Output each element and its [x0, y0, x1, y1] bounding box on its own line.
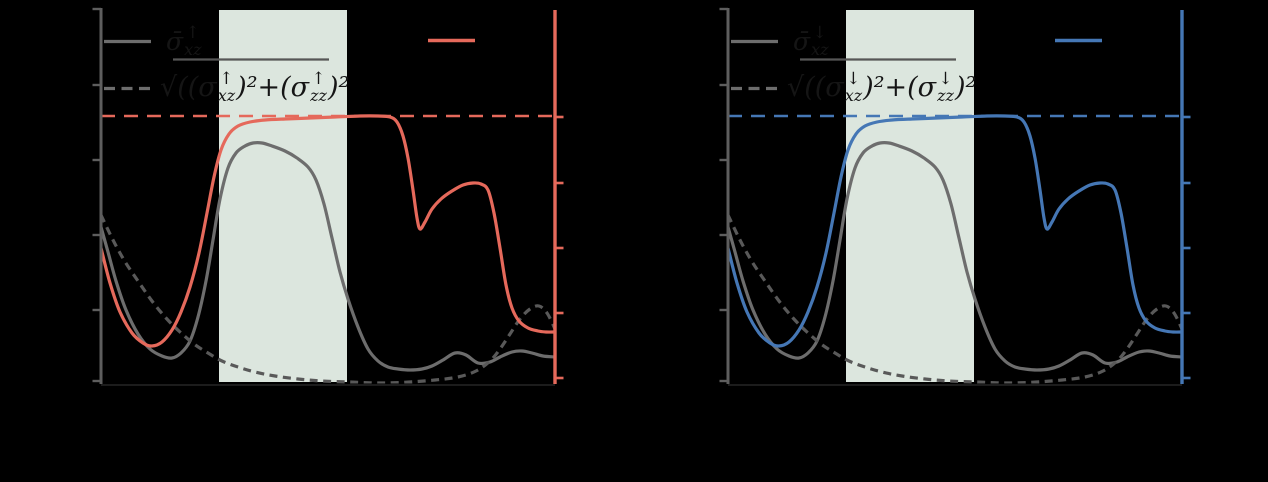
- accent-curve: [726, 114, 1183, 348]
- panel-0: [92, 7, 564, 386]
- curves: [726, 114, 1184, 384]
- curves: [99, 114, 557, 384]
- shaded-region: [219, 10, 347, 382]
- gray-solid-curve: [726, 141, 1183, 372]
- gray-dashed-curve: [99, 214, 557, 384]
- accent-curve: [99, 114, 556, 348]
- gray-solid-curve: [99, 141, 556, 372]
- gray-dashed-curve: [726, 214, 1184, 384]
- shaded-region: [846, 10, 974, 382]
- panel-1: [719, 7, 1191, 386]
